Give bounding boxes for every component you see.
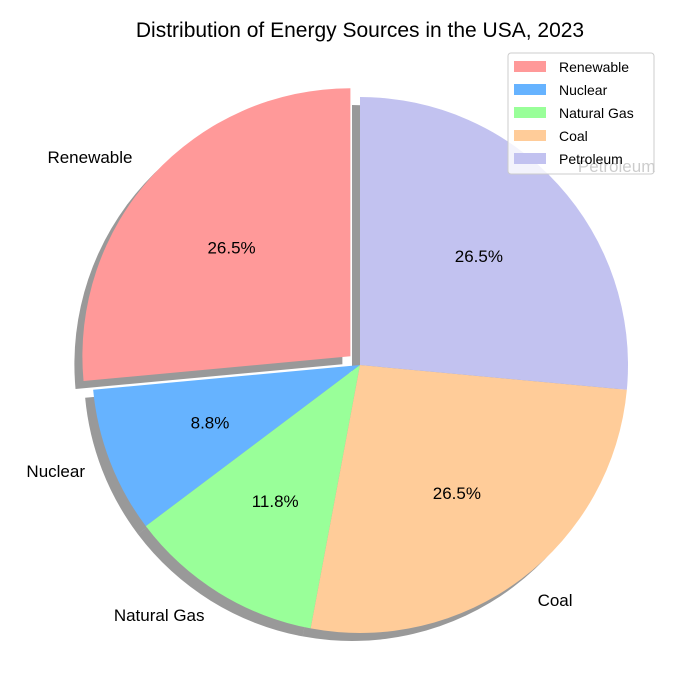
percent-label-renewable: 26.5% [207, 238, 255, 257]
legend-label-natural-gas: Natural Gas [559, 105, 634, 121]
pie-slice-petroleum [360, 97, 628, 390]
legend-swatch-renewable [514, 61, 546, 72]
legend-swatch-natural-gas [514, 107, 546, 118]
legend: Renewable Nuclear Natural Gas Coal Petroleum [507, 52, 655, 175]
percent-label-natural-gas: 11.8% [252, 492, 299, 511]
legend-label-renewable: Renewable [559, 59, 629, 75]
chart-title: Distribution of Energy Sources in the US… [136, 19, 584, 42]
pie-slice-nuclear [93, 365, 360, 527]
legend-label-coal: Coal [559, 128, 588, 144]
legend-items: Renewable Nuclear Natural Gas Coal Petroleum [514, 59, 634, 167]
pie-slice-coal [310, 365, 627, 633]
legend-swatch-petroleum [514, 153, 546, 164]
legend-frame [507, 52, 655, 175]
pie-slice-natural-gas [145, 365, 360, 629]
percent-label-coal: 26.5% [433, 484, 481, 503]
category-label-coal: Coal [538, 591, 573, 610]
percent-label-nuclear: 8.8% [191, 413, 230, 432]
legend-label-petroleum: Petroleum [559, 151, 623, 167]
category-label-nuclear: Nuclear [26, 462, 85, 481]
percent-label-petroleum: 26.5% [455, 247, 503, 266]
category-label-renewable: Renewable [47, 148, 132, 167]
legend-swatch-coal [514, 130, 546, 141]
pie-slice-renewable [82, 88, 351, 382]
pie-slices [82, 88, 628, 633]
legend-label-nuclear: Nuclear [559, 82, 608, 98]
percent-labels: 26.5% 8.8% 11.8% 26.5% 26.5% [191, 238, 503, 511]
category-label-natural-gas: Natural Gas [114, 606, 205, 625]
legend-swatch-nuclear [514, 84, 546, 95]
